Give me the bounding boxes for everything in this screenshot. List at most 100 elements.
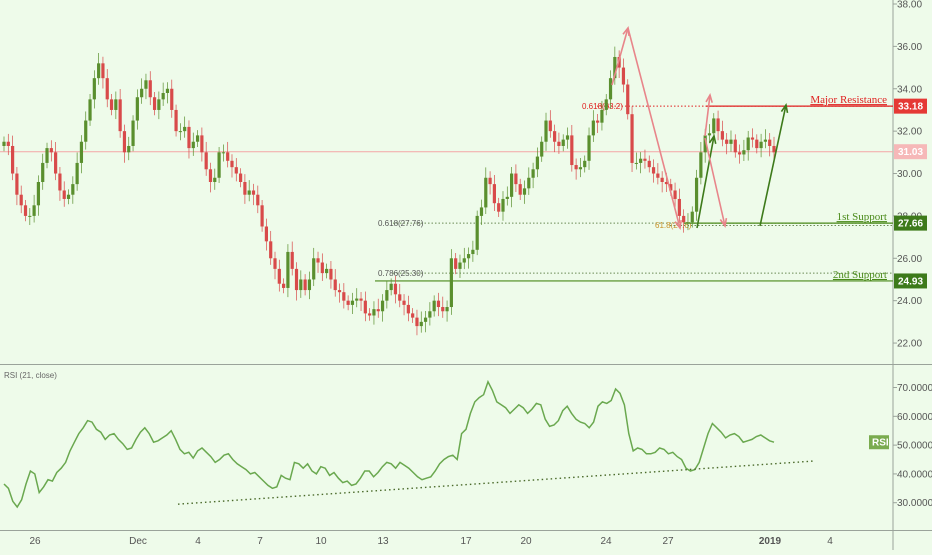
candle-body-down bbox=[260, 205, 264, 227]
price-tick-label: 22.00 bbox=[897, 339, 922, 350]
candle-body-down bbox=[320, 262, 324, 274]
candle bbox=[419, 311, 423, 333]
candle bbox=[131, 115, 135, 152]
candle-body-up bbox=[195, 135, 200, 142]
candle bbox=[475, 210, 479, 256]
candle-body-up bbox=[479, 207, 484, 216]
candle-body-down bbox=[54, 152, 58, 174]
candle-body-down bbox=[720, 131, 724, 140]
candle-body-up bbox=[165, 88, 170, 93]
candle-body-up bbox=[178, 131, 182, 133]
candle-body-down bbox=[294, 268, 299, 291]
candle bbox=[165, 82, 170, 104]
candle bbox=[58, 166, 62, 201]
time-tick-label: 26 bbox=[29, 536, 41, 547]
candle bbox=[540, 136, 544, 162]
candle bbox=[251, 183, 256, 206]
fib-label: 0.618(27.76) bbox=[378, 219, 424, 228]
candle-body-down bbox=[755, 139, 759, 149]
candle bbox=[643, 149, 647, 169]
candle bbox=[673, 182, 677, 209]
candle-body-down bbox=[226, 152, 230, 161]
candle bbox=[406, 295, 410, 322]
candle-body-up bbox=[389, 283, 393, 291]
candle bbox=[342, 283, 346, 309]
candle bbox=[2, 136, 6, 152]
candle bbox=[462, 247, 466, 270]
candle bbox=[471, 240, 475, 262]
candle-body-down bbox=[148, 80, 152, 98]
current-price-tag bbox=[894, 144, 927, 160]
candle-body-up bbox=[501, 198, 505, 212]
candle-body-up bbox=[312, 258, 316, 280]
candle bbox=[144, 73, 148, 100]
candle-body-up bbox=[92, 78, 96, 100]
candle bbox=[501, 191, 505, 221]
candle bbox=[565, 127, 570, 149]
candle bbox=[325, 263, 329, 279]
candle-body-down bbox=[518, 184, 522, 195]
candle-body-up bbox=[742, 150, 746, 155]
price-tick-label: 34.00 bbox=[897, 84, 922, 95]
candle bbox=[639, 152, 643, 174]
candle bbox=[32, 194, 36, 223]
time-tick-label: 7 bbox=[257, 536, 263, 547]
candle-body-up bbox=[707, 133, 712, 136]
candle-body-up bbox=[350, 300, 355, 305]
candle bbox=[402, 294, 406, 316]
support1-price-tag bbox=[894, 215, 927, 231]
candle-body-up bbox=[97, 63, 101, 79]
candle bbox=[613, 46, 617, 85]
candle bbox=[66, 189, 71, 205]
candle-body-up bbox=[144, 80, 148, 89]
candle-body-up bbox=[699, 152, 703, 178]
candle-body-down bbox=[376, 309, 380, 312]
candle bbox=[329, 261, 333, 289]
candle-body-down bbox=[329, 268, 333, 280]
candle bbox=[195, 130, 200, 148]
candle-body-up bbox=[471, 249, 475, 255]
candle bbox=[720, 120, 724, 147]
candle bbox=[45, 142, 49, 169]
candle bbox=[337, 283, 342, 303]
price-tick-label: 38.00 bbox=[897, 0, 922, 11]
price-tick-label: 26.00 bbox=[897, 254, 922, 265]
candle-body-up bbox=[183, 126, 187, 132]
candle bbox=[238, 168, 243, 188]
candle bbox=[23, 200, 28, 222]
rsi-tick-label: 60.0000 bbox=[897, 412, 932, 423]
candle-body-up bbox=[578, 167, 583, 170]
candle bbox=[398, 283, 402, 308]
candle-body-up bbox=[385, 290, 389, 301]
rsi-tick-label: 30.0000 bbox=[897, 498, 932, 509]
candle bbox=[282, 278, 286, 294]
candle bbox=[608, 70, 613, 109]
candle-body-down bbox=[363, 300, 367, 314]
candle bbox=[135, 89, 139, 130]
candle bbox=[712, 113, 716, 139]
candle-body-down bbox=[643, 158, 647, 161]
candle bbox=[694, 169, 699, 221]
candle bbox=[411, 308, 415, 323]
candle-body-up bbox=[28, 215, 32, 217]
candle-body-up bbox=[299, 279, 303, 291]
candle-body-down bbox=[406, 304, 410, 314]
candle bbox=[432, 295, 436, 317]
candle-body-up bbox=[604, 99, 608, 110]
candle bbox=[140, 78, 144, 104]
candle bbox=[591, 110, 595, 142]
candle-body-down bbox=[230, 160, 234, 168]
candle-body-up bbox=[135, 97, 139, 121]
arrow-green-up-1 bbox=[696, 135, 715, 229]
candle bbox=[54, 141, 58, 181]
rsi-tick-label: 70.0000 bbox=[897, 383, 932, 394]
candle-body-up bbox=[36, 182, 41, 206]
candle bbox=[97, 52, 101, 85]
candle bbox=[755, 134, 759, 154]
candle bbox=[634, 152, 638, 170]
arrow-pink-down-head bbox=[674, 219, 682, 230]
candle-body-down bbox=[359, 298, 363, 301]
candle-body-up bbox=[475, 215, 479, 250]
